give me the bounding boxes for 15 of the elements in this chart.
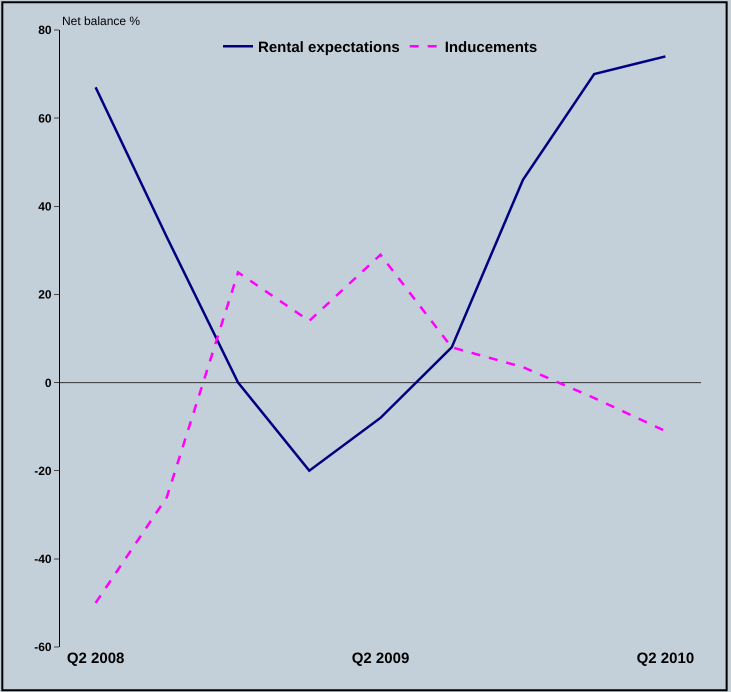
- y-tick-label: -40: [34, 552, 52, 566]
- y-axis-title: Net balance %: [62, 14, 140, 28]
- x-tick-label: Q2 2008: [66, 650, 124, 667]
- y-tick-label: -60: [34, 640, 52, 654]
- y-tick-label: 80: [38, 23, 52, 38]
- y-tick-label: 40: [38, 199, 52, 214]
- legend-label: Rental expectations: [258, 39, 400, 56]
- legend-label: Inducements: [444, 39, 538, 56]
- y-tick-label: 0: [44, 376, 52, 390]
- y-tick-label: 60: [38, 111, 52, 126]
- y-tick-label: -20: [34, 464, 52, 478]
- x-tick-label: Q2 2009: [352, 650, 410, 667]
- line-series: [94, 55, 667, 472]
- x-tick-label: Q2 2010: [636, 650, 694, 667]
- y-tick-label: 20: [38, 288, 52, 302]
